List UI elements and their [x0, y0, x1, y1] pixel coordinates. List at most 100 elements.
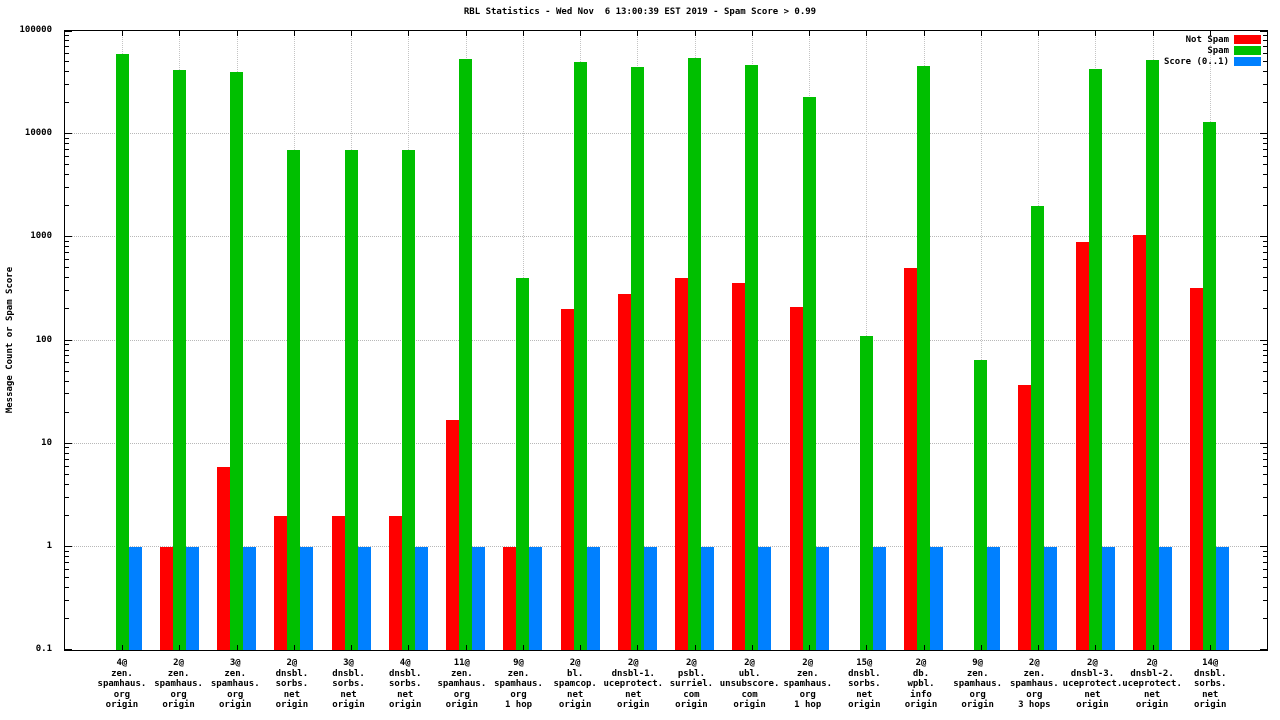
- y-minor-tick-right: [1263, 164, 1267, 166]
- bar-score-0-1: [758, 546, 772, 650]
- y-minor-tick-left: [65, 45, 69, 47]
- x-tick-bottom: [637, 645, 639, 650]
- bar-spam: [115, 53, 129, 650]
- legend-swatch-not-spam: [1234, 35, 1261, 44]
- y-minor-tick-left: [65, 496, 69, 498]
- x-axis-label: 3@ zen. spamhaus. org origin: [210, 658, 260, 710]
- y-major-tick-left: [65, 133, 72, 135]
- x-axis-label: 2@ dnsbl-2. uceprotect. net origin: [1122, 658, 1182, 710]
- bar-not-spam: [732, 283, 746, 650]
- bar-not-spam: [388, 515, 402, 650]
- y-minor-tick-left: [65, 40, 69, 41]
- x-tick-bottom: [408, 645, 410, 650]
- x-tick-bottom: [580, 645, 582, 650]
- bar-group: [151, 31, 208, 650]
- x-tick-bottom: [465, 645, 467, 650]
- bar-group: [1124, 31, 1181, 650]
- bar-not-spam: [560, 309, 574, 650]
- bar-spam: [401, 150, 415, 650]
- x-tick-top: [293, 31, 295, 36]
- bar-not-spam: [675, 278, 689, 650]
- y-minor-tick-right: [1263, 174, 1267, 176]
- x-axis-label: 3@ dnsbl. sorbs. net origin: [332, 658, 365, 710]
- bar-not-spam: [503, 546, 517, 650]
- y-minor-tick-right: [1263, 617, 1267, 619]
- bar-score-0-1: [872, 546, 886, 650]
- legend-entry-spam: Spam: [1164, 45, 1261, 56]
- x-tick-bottom: [866, 645, 868, 650]
- y-minor-tick-right: [1263, 205, 1267, 207]
- y-major-tick-left: [65, 649, 72, 650]
- x-tick-bottom: [923, 645, 925, 650]
- y-minor-tick-right: [1263, 290, 1267, 292]
- y-minor-tick-right: [1263, 496, 1267, 498]
- y-minor-tick-right: [1263, 380, 1267, 382]
- bar-score-0-1: [300, 546, 314, 650]
- x-axis-label: 14@ dnsbl. sorbs. net origin: [1193, 658, 1227, 710]
- y-major-tick-right: [1260, 442, 1267, 444]
- y-minor-tick-right: [1263, 465, 1267, 467]
- y-minor-tick-left: [65, 561, 69, 563]
- y-minor-tick-left: [65, 380, 69, 382]
- bar-group: [723, 31, 780, 650]
- x-tick-top: [236, 31, 238, 36]
- bar-not-spam: [903, 268, 917, 650]
- x-axis-label: 11@ zen. spamhaus. org origin: [437, 658, 487, 710]
- bar-spam: [688, 57, 702, 650]
- x-tick-top: [580, 31, 582, 36]
- y-minor-tick-left: [65, 483, 69, 485]
- x-tick-bottom: [809, 645, 811, 650]
- bar-group: [1067, 31, 1124, 650]
- y-minor-tick-right: [1263, 83, 1267, 85]
- y-major-tick-right: [1260, 339, 1267, 341]
- gridline-horizontal: [65, 545, 1267, 547]
- x-axis-label: 4@ zen. spamhaus. org origin: [97, 658, 147, 710]
- bar-score-0-1: [529, 546, 543, 650]
- y-major-tick-left: [65, 236, 72, 238]
- y-minor-tick-right: [1263, 452, 1267, 454]
- plot-area: Not Spam Spam Score (0..1): [64, 30, 1268, 651]
- bar-not-spam: [1190, 288, 1204, 650]
- bar-score-0-1: [929, 546, 943, 650]
- y-minor-tick-left: [65, 349, 69, 351]
- y-minor-tick-left: [65, 514, 69, 516]
- x-axis-label: 15@ dnsbl. sorbs. net origin: [848, 658, 881, 710]
- y-major-tick-right: [1260, 236, 1267, 238]
- y-minor-tick-left: [65, 344, 69, 346]
- x-axis-label: 2@ psbl. surriel. com origin: [669, 658, 714, 710]
- y-minor-tick-right: [1263, 355, 1267, 357]
- bar-spam: [516, 278, 530, 650]
- legend-entry-score-0-1: Score (0..1): [1164, 56, 1261, 67]
- y-minor-tick-left: [65, 308, 69, 310]
- bar-spam: [1145, 60, 1159, 650]
- bar-group: [437, 31, 494, 650]
- y-minor-tick-left: [65, 83, 69, 85]
- y-minor-tick-right: [1263, 362, 1267, 364]
- bar-spam: [630, 66, 644, 650]
- y-minor-tick-left: [65, 34, 69, 36]
- y-minor-tick-left: [65, 362, 69, 364]
- x-tick-bottom: [351, 645, 353, 650]
- y-minor-tick-left: [65, 452, 69, 454]
- bar-not-spam: [1075, 242, 1089, 650]
- bar-spam: [802, 96, 816, 650]
- y-major-tick-right: [1260, 545, 1267, 547]
- x-axis-label: 2@ dnsbl-3. uceprotect. net origin: [1062, 658, 1123, 710]
- bar-score-0-1: [357, 546, 371, 650]
- y-minor-tick-right: [1263, 259, 1267, 261]
- y-minor-tick-left: [65, 143, 69, 145]
- y-minor-tick-right: [1263, 344, 1267, 346]
- y-minor-tick-right: [1263, 246, 1267, 248]
- bar-not-spam: [217, 466, 231, 650]
- x-tick-top: [694, 31, 696, 36]
- y-minor-tick-right: [1263, 308, 1267, 310]
- x-tick-bottom: [1209, 645, 1211, 650]
- y-minor-tick-right: [1263, 45, 1267, 47]
- y-minor-tick-left: [65, 393, 69, 395]
- y-minor-tick-left: [65, 252, 69, 254]
- y-minor-tick-left: [65, 241, 69, 243]
- bars-container: [65, 31, 1267, 650]
- bar-spam: [573, 62, 587, 650]
- x-tick-top: [923, 31, 925, 36]
